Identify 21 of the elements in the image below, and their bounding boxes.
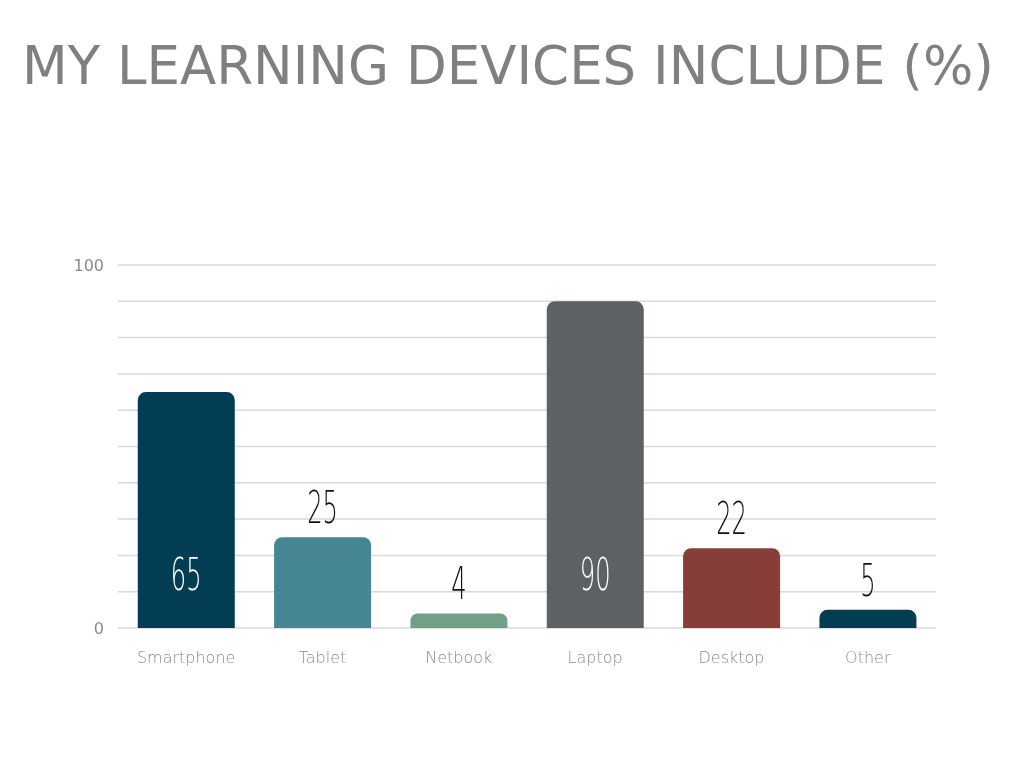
data-label: 5 — [860, 554, 876, 606]
chart-title: MY LEARNING DEVICES INCLUDE (%) — [21, 34, 995, 98]
x-tick-label: Tablet — [298, 648, 347, 668]
data-label: 90 — [579, 549, 611, 600]
bar — [274, 537, 372, 628]
x-tick-label: Netbook — [425, 648, 493, 668]
y-tick-label: 0 — [93, 618, 104, 638]
data-label: 65 — [170, 549, 202, 600]
bar — [683, 548, 781, 628]
bar — [137, 392, 235, 628]
bar — [819, 609, 917, 628]
x-tick-label: Desktop — [698, 648, 765, 668]
data-label: 22 — [716, 493, 747, 545]
bar — [546, 301, 644, 628]
x-tick-label: Other — [845, 648, 891, 668]
y-tick-label: 100 — [73, 255, 104, 275]
x-tick-label: Laptop — [567, 648, 623, 668]
bar — [410, 613, 508, 628]
data-label: 4 — [451, 558, 467, 610]
data-label: 25 — [307, 482, 338, 534]
x-tick-label: Smartphone — [136, 648, 236, 668]
